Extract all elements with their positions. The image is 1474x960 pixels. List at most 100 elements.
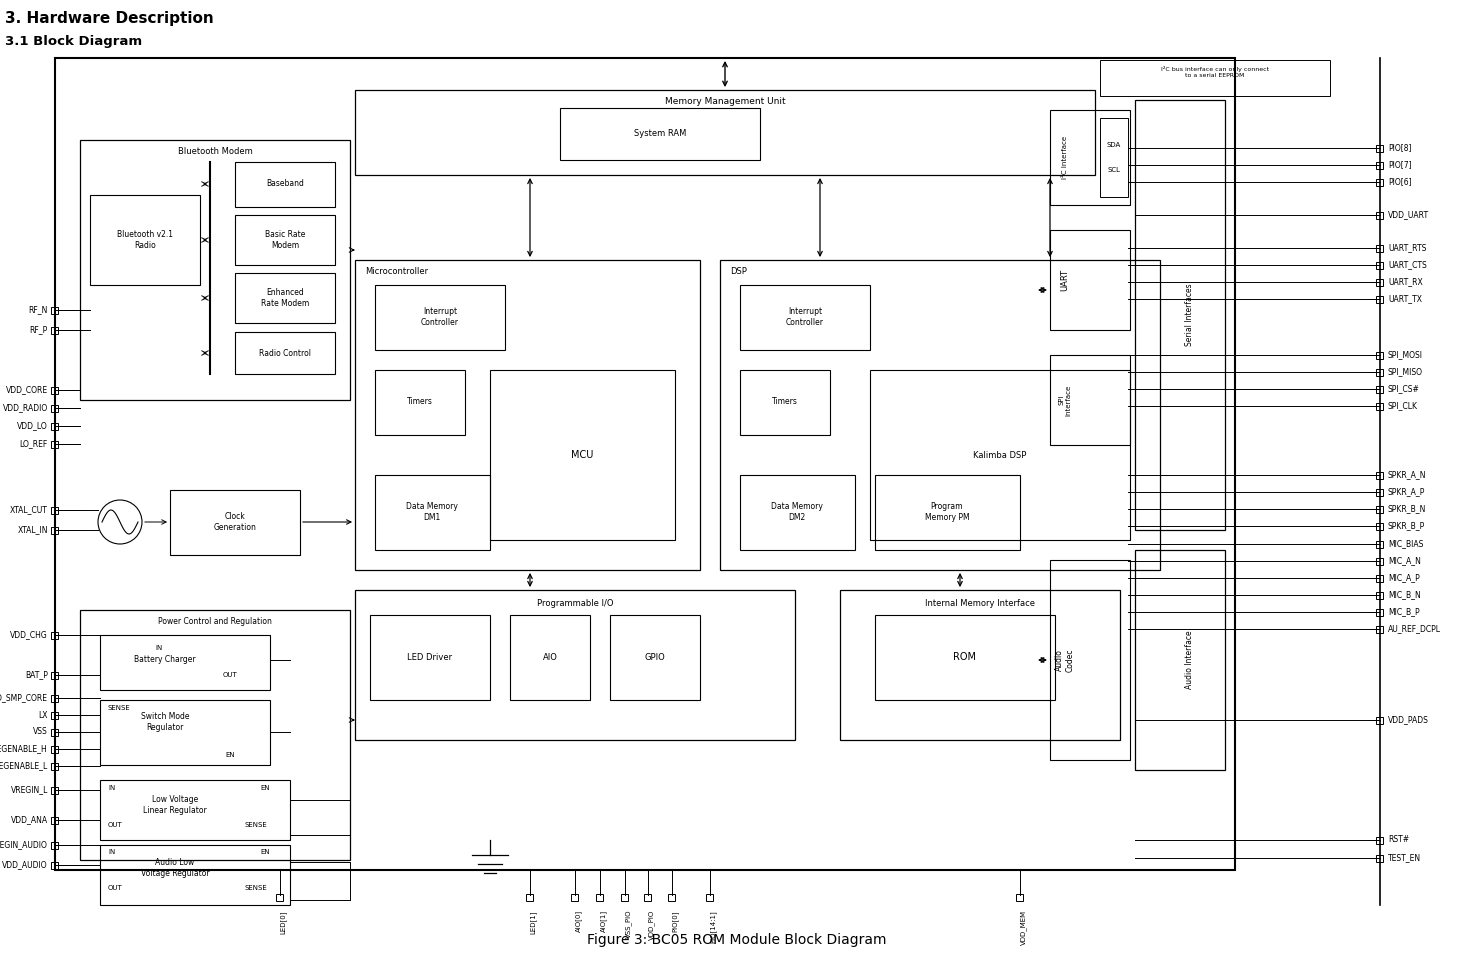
Bar [1135, 100, 1225, 530]
Bar [1135, 550, 1225, 770]
Text: RST#: RST# [1389, 835, 1409, 845]
Bar [719, 260, 1160, 570]
Bar [572, 894, 578, 900]
Text: I²C bus interface can only connect
to a serial EEPROM: I²C bus interface can only connect to a … [1162, 66, 1269, 78]
Text: Bluetooth v2.1
Radio: Bluetooth v2.1 Radio [116, 230, 172, 250]
Text: VDD_CORE: VDD_CORE [6, 386, 49, 395]
Bar [706, 894, 713, 900]
Bar [1377, 471, 1384, 478]
Bar [52, 861, 59, 869]
Bar [277, 894, 283, 900]
Text: Interrupt
Controller: Interrupt Controller [786, 307, 824, 326]
Text: SCL: SCL [1107, 167, 1120, 173]
Bar [234, 273, 335, 323]
Text: Data Memory
DM1: Data Memory DM1 [405, 502, 458, 521]
Text: IN: IN [108, 785, 115, 791]
Bar [1100, 118, 1128, 197]
Text: UART: UART [1060, 269, 1070, 291]
Text: VREGENABLE_L: VREGENABLE_L [0, 761, 49, 771]
Bar [52, 507, 59, 514]
Text: MCU: MCU [570, 450, 593, 460]
Text: Battery Charger: Battery Charger [134, 656, 196, 664]
Text: VDD_PADS: VDD_PADS [1389, 715, 1428, 725]
Text: SPKR_A_N: SPKR_A_N [1389, 470, 1427, 479]
Bar [52, 762, 59, 770]
Bar [100, 700, 270, 765]
Text: AIO[0]: AIO[0] [575, 910, 582, 932]
Bar [1377, 402, 1384, 410]
Bar [1377, 716, 1384, 724]
Text: VSS_PIO: VSS_PIO [625, 910, 632, 939]
Text: Programmable I/O: Programmable I/O [537, 598, 613, 608]
Bar [52, 526, 59, 534]
Text: MIC_A_P: MIC_A_P [1389, 573, 1419, 583]
Bar [55, 58, 1235, 870]
Text: TEST_EN: TEST_EN [1389, 853, 1421, 862]
Bar [597, 894, 603, 900]
Bar [1049, 560, 1131, 760]
Bar [52, 746, 59, 753]
Bar [1049, 110, 1131, 205]
Bar [374, 285, 506, 350]
Text: Clock
Generation: Clock Generation [214, 513, 256, 532]
Text: SPKR_B_P: SPKR_B_P [1389, 521, 1425, 531]
Text: SPKR_B_N: SPKR_B_N [1389, 505, 1427, 514]
Text: Program
Memory PM: Program Memory PM [924, 502, 970, 521]
Bar [1377, 558, 1384, 564]
Bar [52, 306, 59, 314]
Text: VDD_ANA: VDD_ANA [10, 815, 49, 825]
Bar [52, 842, 59, 849]
Text: Figure 3: BC05 ROM Module Block Diagram: Figure 3: BC05 ROM Module Block Diagram [587, 933, 887, 947]
Text: Microcontroller: Microcontroller [366, 268, 427, 276]
Text: OUT: OUT [223, 672, 237, 678]
Bar [52, 694, 59, 702]
Text: Kalimba DSP: Kalimba DSP [973, 450, 1027, 460]
Bar [80, 140, 349, 400]
Text: PIO[7]: PIO[7] [1389, 160, 1412, 170]
Bar [560, 108, 761, 160]
Bar [644, 894, 652, 900]
Text: MIC_A_N: MIC_A_N [1389, 557, 1421, 565]
Bar [234, 332, 335, 374]
Text: UART_RTS: UART_RTS [1389, 244, 1427, 252]
Text: Switch Mode
Regulator: Switch Mode Regulator [140, 712, 189, 732]
Bar [1377, 609, 1384, 615]
Text: SENSE: SENSE [245, 822, 268, 828]
Bar [52, 441, 59, 447]
Text: AU_REF_DCPL: AU_REF_DCPL [1389, 625, 1442, 634]
Bar [52, 387, 59, 394]
Text: SPI
Interface: SPI Interface [1058, 384, 1072, 416]
Text: Low Voltage
Linear Regulator: Low Voltage Linear Regulator [143, 795, 206, 815]
Bar [1377, 261, 1384, 269]
Text: PIO[0]: PIO[0] [672, 910, 678, 931]
Text: MIC_BIAS: MIC_BIAS [1389, 540, 1424, 548]
Text: I²C Interface: I²C Interface [1061, 135, 1069, 179]
Text: PIO[6]: PIO[6] [1389, 178, 1412, 186]
Bar [1377, 278, 1384, 285]
Text: Baseband: Baseband [267, 180, 304, 188]
Text: Memory Management Unit: Memory Management Unit [665, 98, 786, 107]
Bar [52, 422, 59, 429]
Bar [510, 615, 590, 700]
Text: AIO: AIO [542, 653, 557, 661]
Bar [234, 162, 335, 207]
Bar [840, 590, 1120, 740]
Text: VDD_CHG: VDD_CHG [10, 631, 49, 639]
Bar [876, 475, 1020, 550]
Bar [1100, 60, 1330, 96]
Bar [1377, 540, 1384, 547]
Text: Audio
Codec: Audio Codec [1055, 648, 1075, 672]
Text: SDA: SDA [1107, 142, 1122, 148]
Text: VSS: VSS [34, 728, 49, 736]
Text: Basic Rate
Modem: Basic Rate Modem [265, 230, 305, 250]
Bar [355, 260, 700, 570]
Bar [52, 711, 59, 718]
Bar [355, 590, 794, 740]
Text: Audio Low
Voltage Regulator: Audio Low Voltage Regulator [140, 858, 209, 877]
Text: EN: EN [259, 785, 270, 791]
Bar [90, 195, 200, 285]
Text: XTAL_IN: XTAL_IN [18, 525, 49, 535]
Text: ROM: ROM [954, 652, 976, 662]
Bar [1377, 211, 1384, 219]
Bar [870, 370, 1131, 540]
